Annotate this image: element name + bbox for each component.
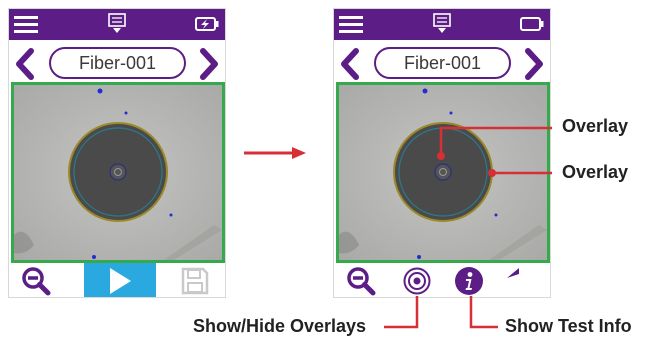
menu-icon[interactable] — [14, 15, 38, 33]
status-bar — [334, 9, 550, 40]
back-button[interactable] — [494, 263, 548, 297]
zoom-out-icon — [22, 267, 51, 296]
save-icon — [181, 267, 209, 295]
menu-icon[interactable] — [339, 15, 363, 33]
play-button[interactable] — [84, 263, 156, 297]
battery-icon — [520, 17, 544, 31]
fiber-nav-row: Fiber-001 — [334, 46, 550, 84]
chevron-left-icon[interactable] — [338, 48, 362, 80]
download-tray-icon — [433, 13, 451, 33]
zoom-out-button[interactable] — [9, 263, 63, 297]
download-tray-icon — [108, 13, 126, 33]
show-test-info-callout — [469, 296, 498, 329]
transition-arrow — [244, 147, 306, 159]
target-icon — [403, 267, 431, 295]
show-hide-overlays-callout — [384, 296, 419, 329]
fiber-end-face-image — [11, 82, 225, 263]
play-icon — [110, 268, 131, 294]
chevron-left-icon[interactable] — [13, 48, 37, 80]
status-bar — [9, 9, 225, 40]
save-button[interactable] — [168, 263, 222, 297]
overlay-core-label: Overlay — [562, 116, 629, 136]
zoom-out-icon — [347, 267, 376, 296]
fiber-nav-row: Fiber-001 — [9, 46, 225, 84]
overlay-toggle-button[interactable] — [390, 263, 444, 297]
overlay-cladding-callout — [488, 169, 552, 177]
fiber-name-field[interactable]: Fiber-001 — [49, 47, 186, 79]
show-hide-overlays-label: Show/Hide Overlays — [193, 316, 367, 336]
show-test-info-label: Show Test Info — [505, 316, 632, 336]
overlay-core-callout — [437, 126, 552, 160]
chevron-right-icon[interactable] — [522, 48, 546, 80]
info-icon — [455, 267, 483, 295]
battery-charging-icon — [195, 17, 219, 31]
bottom-toolbar — [334, 263, 550, 297]
zoom-out-button[interactable] — [334, 263, 388, 297]
overlay-cladding-label: Overlay — [562, 162, 629, 182]
back-arrow-icon — [507, 268, 519, 278]
chevron-right-icon[interactable] — [197, 48, 221, 80]
device-screen-before: Fiber-001 — [8, 8, 226, 298]
bottom-toolbar — [9, 263, 225, 297]
test-info-button[interactable] — [442, 263, 496, 297]
fiber-name-field[interactable]: Fiber-001 — [374, 47, 511, 79]
